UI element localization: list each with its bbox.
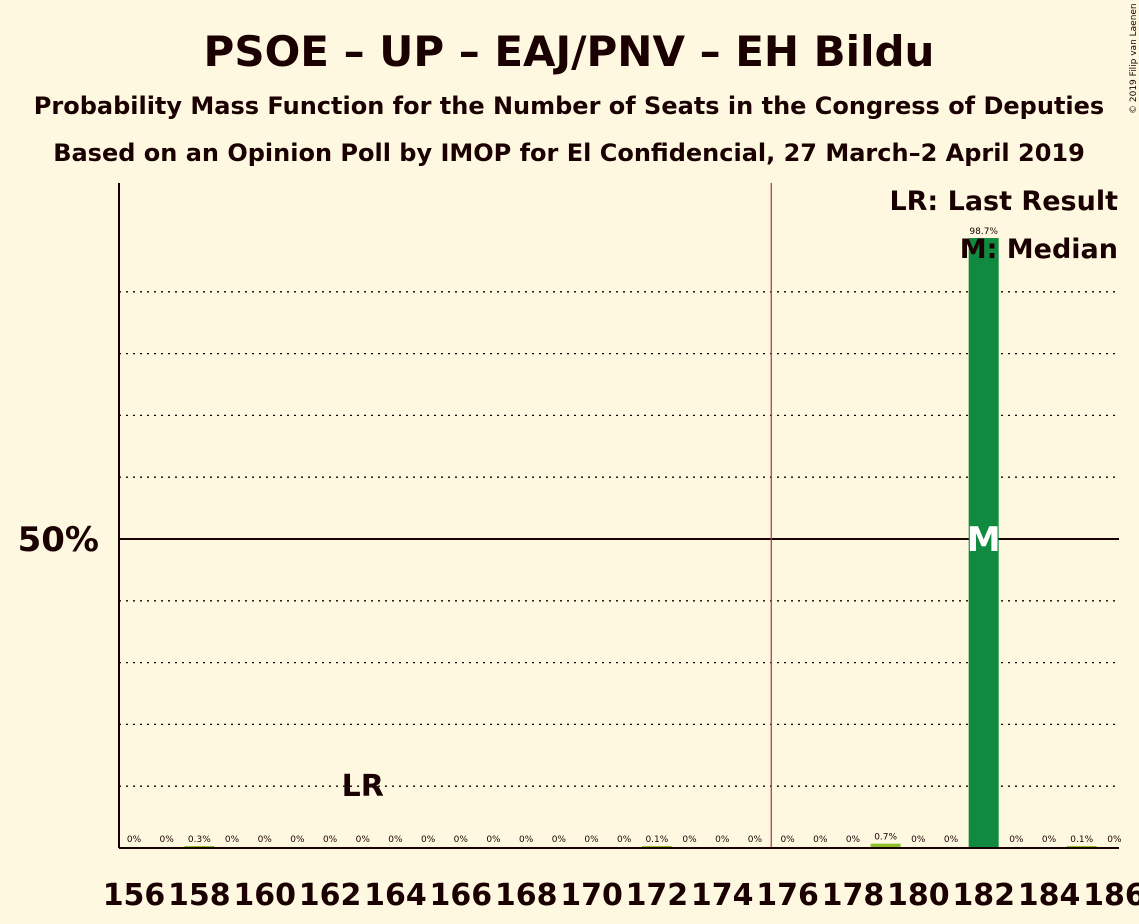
- x-tick-label: 174: [691, 878, 754, 913]
- bar-value-label: 0%: [846, 835, 861, 845]
- bar-value-label: 0%: [388, 835, 403, 845]
- bar-value-label: 0%: [911, 835, 926, 845]
- legend-last-result: LR: Last Result: [889, 186, 1118, 217]
- bar: [968, 238, 999, 848]
- bar-value-label: 0%: [813, 835, 828, 845]
- x-tick-label: 182: [952, 878, 1015, 913]
- bar-value-label: 0%: [617, 835, 632, 845]
- x-tick-label: 184: [1018, 878, 1081, 913]
- bar-value-label: 0%: [454, 835, 469, 845]
- x-tick-label: 178: [822, 878, 885, 913]
- bar-value-label: 0%: [519, 835, 534, 845]
- bar-value-label: 0.1%: [1070, 835, 1093, 845]
- x-tick-label: 158: [168, 878, 231, 913]
- bar-value-label: 0%: [552, 835, 567, 845]
- last-result-marker: LR: [342, 769, 384, 804]
- x-tick-label: 166: [429, 878, 492, 913]
- bar-value-label: 0%: [748, 835, 763, 845]
- chart-title: PSOE – UP – EAJ/PNV – EH Bildu: [204, 27, 935, 76]
- bar-value-label: 0%: [584, 835, 599, 845]
- bar-value-label: 0%: [1042, 835, 1057, 845]
- bar-value-label: 0.1%: [645, 835, 668, 845]
- x-tick-label: 162: [299, 878, 362, 913]
- bar-value-label: 0%: [356, 835, 371, 845]
- bar-value-label: 0%: [160, 835, 175, 845]
- bar-value-label: 0%: [486, 835, 501, 845]
- x-tick-label: 156: [103, 878, 166, 913]
- bar-value-label: 0%: [1009, 835, 1024, 845]
- bar-value-label: 0%: [1107, 835, 1122, 845]
- gridlines: [119, 183, 1119, 848]
- bars: [184, 238, 1097, 848]
- bar-value-label: 0%: [225, 835, 240, 845]
- bar-value-labels: 0% 0% 0.3% 0% 0% 0% 0% 0% 0% 0% 0% 0% 0% 0% 0% 0% 0.1% 0%…: [127, 227, 1122, 845]
- bar: [870, 843, 901, 848]
- bar-value-label: 0%: [682, 835, 697, 845]
- chart-subtitle-poll: Based on an Opinion Poll by IMOP for El …: [53, 139, 1085, 167]
- bar-value-label: 0%: [715, 835, 730, 845]
- bar-value-label: 0%: [944, 835, 959, 845]
- bar-value-label: 0.3%: [188, 835, 211, 845]
- axes: 50%: [18, 183, 1119, 849]
- x-tick-label: 170: [560, 878, 623, 913]
- x-tick-label: 180: [887, 878, 950, 913]
- x-tick-label: 176: [756, 878, 819, 913]
- x-tick-labels: 156 158 160 162 164 166 168 170 172 174 176 178 180 1…: [103, 878, 1139, 913]
- chart-subtitle: Probability Mass Function for the Number…: [34, 92, 1104, 120]
- bar-value-label: 98.7%: [969, 227, 998, 237]
- bar-value-label: 0%: [421, 835, 436, 845]
- x-tick-label: 186: [1083, 878, 1139, 913]
- x-tick-label: 164: [364, 878, 427, 913]
- bar-value-label: 0%: [127, 835, 142, 845]
- y-tick-label: 50%: [18, 520, 99, 560]
- median-marker: M: [967, 520, 1001, 560]
- copyright-note: © 2019 Filip van Laenen: [1129, 3, 1139, 114]
- x-tick-label: 172: [626, 878, 689, 913]
- legend: LR: Last Result M: Median: [889, 186, 1118, 265]
- bar-value-label: 0.7%: [874, 833, 897, 843]
- x-tick-label: 168: [495, 878, 558, 913]
- bar-value-label: 0%: [780, 835, 795, 845]
- x-tick-label: 160: [233, 878, 296, 913]
- bar-value-label: 0%: [290, 835, 305, 845]
- bar-value-label: 0%: [258, 835, 273, 845]
- bar-value-label: 0%: [323, 835, 338, 845]
- legend-median: M: Median: [960, 234, 1118, 265]
